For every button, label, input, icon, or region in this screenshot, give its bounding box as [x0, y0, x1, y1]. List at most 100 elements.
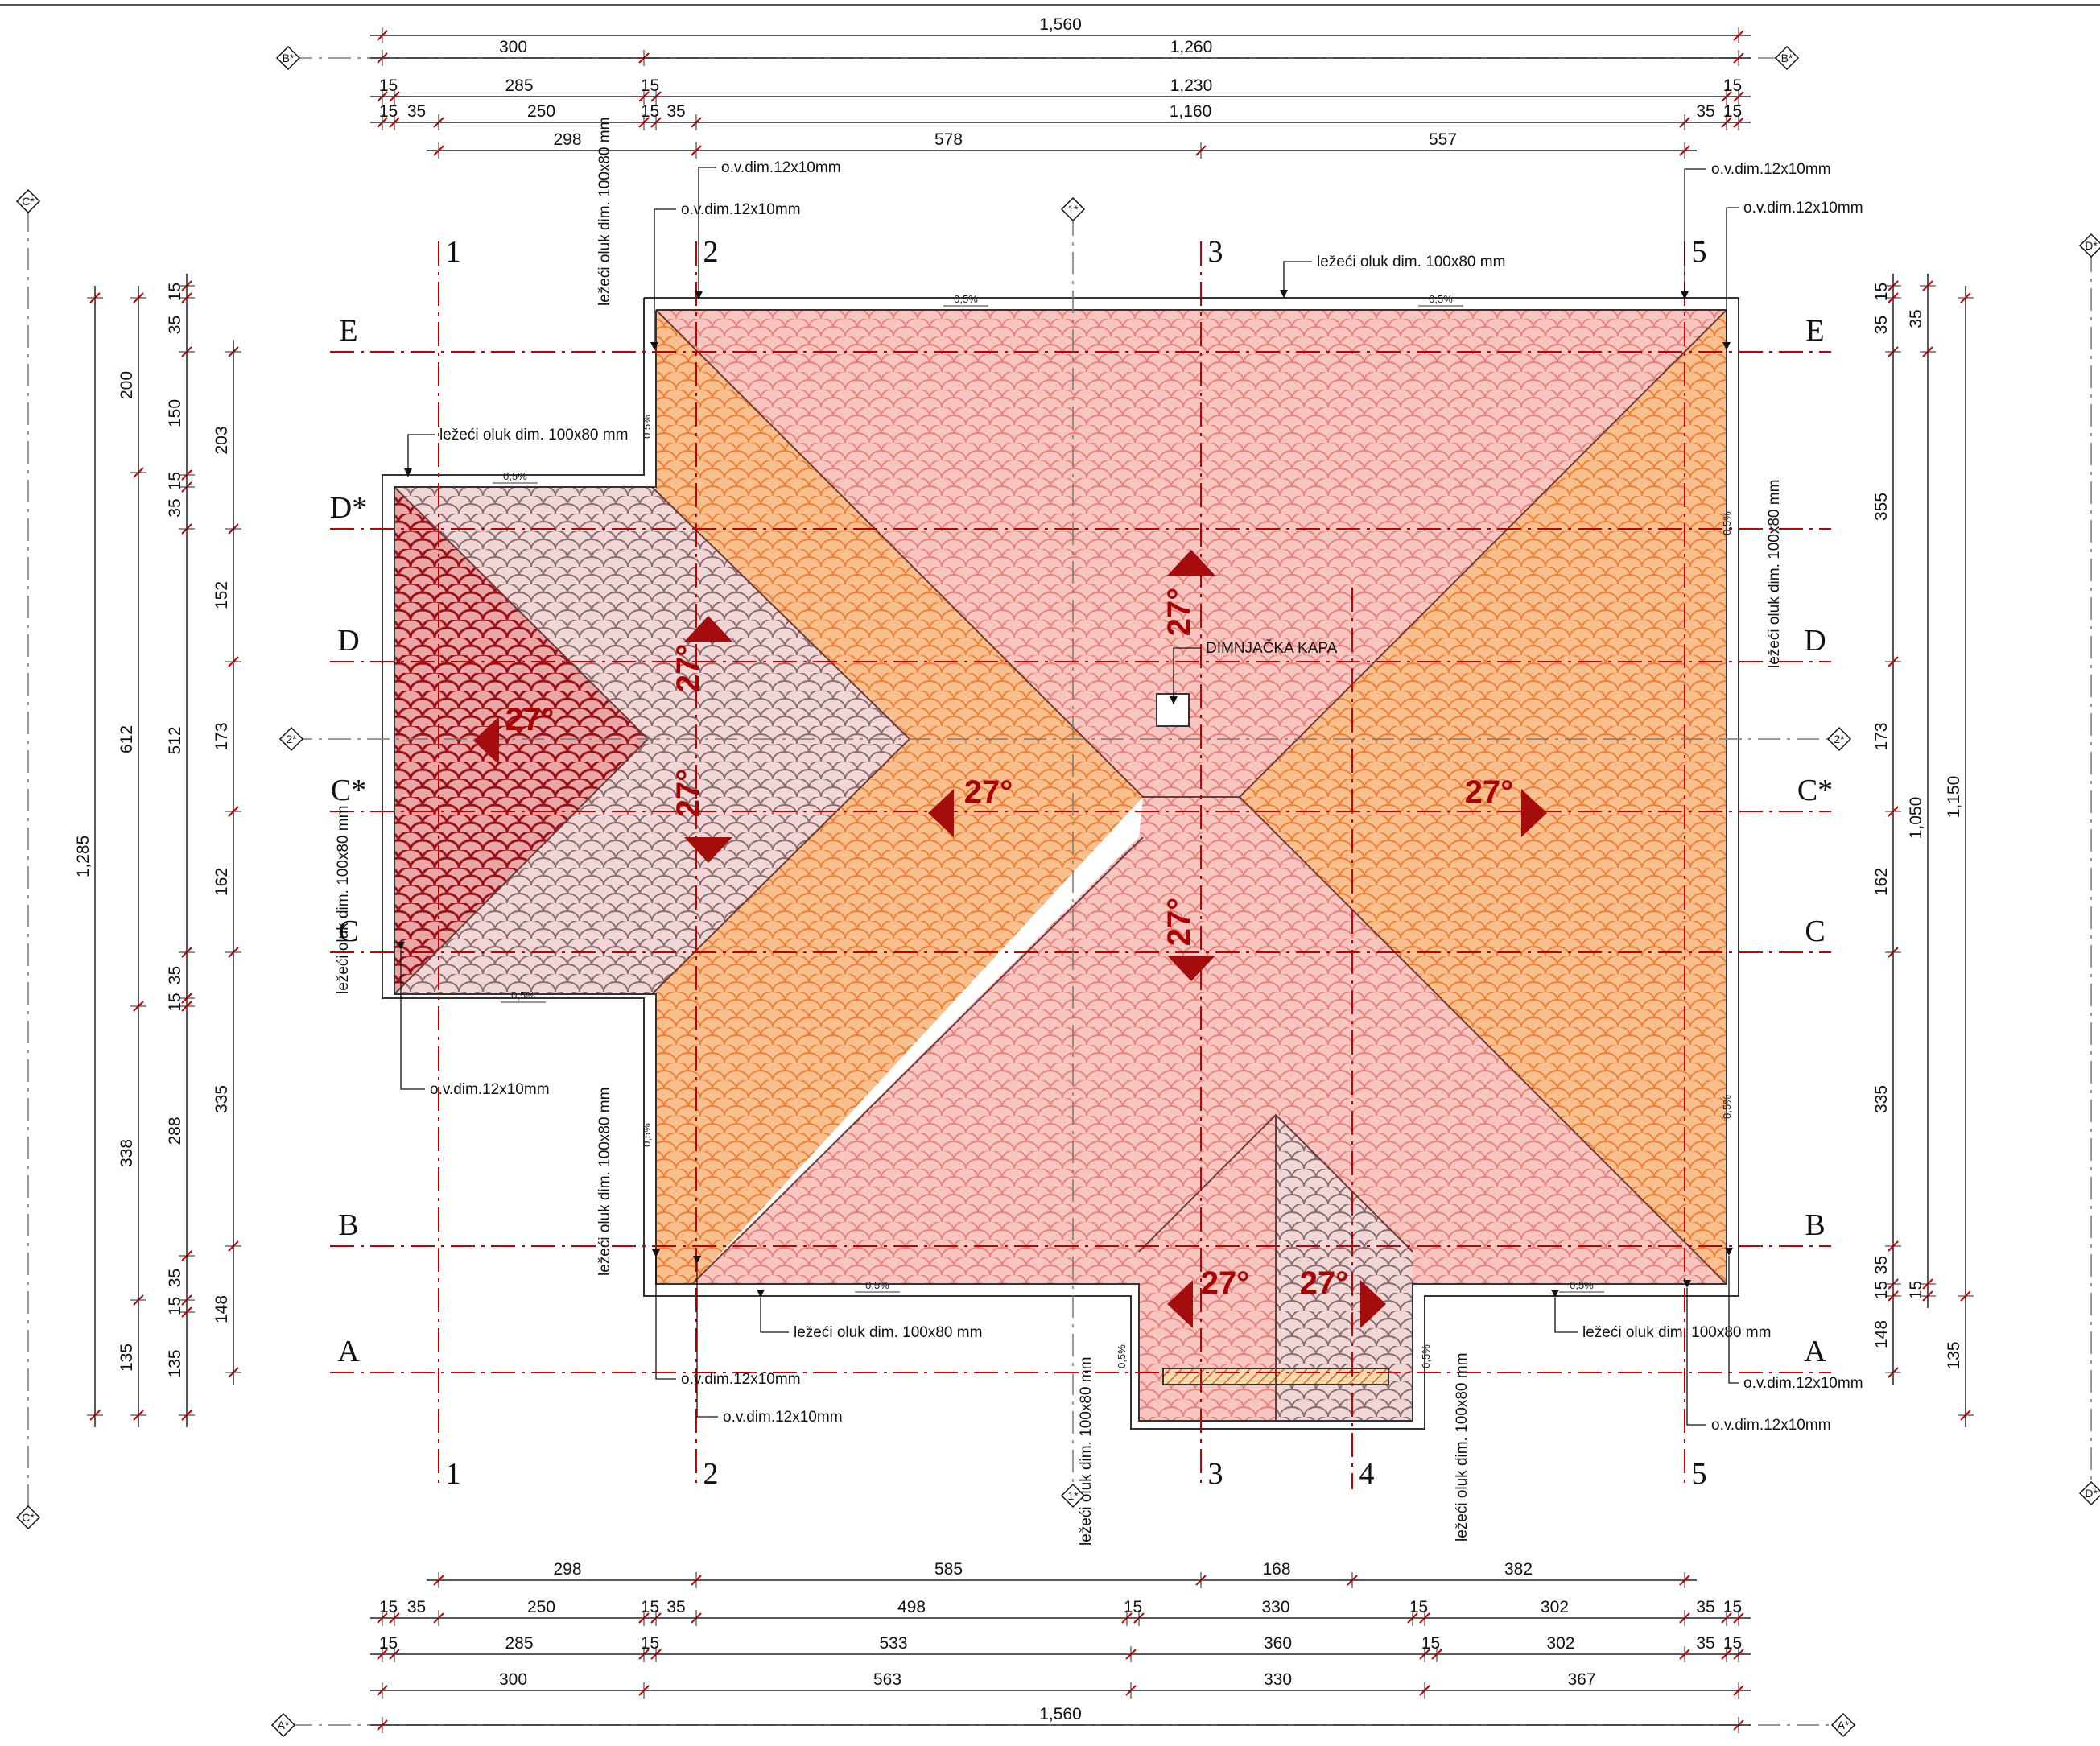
leader-note: o.v.dim.12x10mm [1722, 200, 1863, 350]
leader-line [400, 950, 425, 1090]
grid-row-label-right: C* [1797, 774, 1833, 807]
pitch-indicator: 27° [1161, 550, 1215, 636]
leader-line [696, 1264, 718, 1418]
slope-text: 0,5% [641, 1123, 653, 1147]
section-mark-label: D* [2085, 1487, 2098, 1500]
section-mark-diamond [1774, 45, 1800, 71]
pitch-arrowhead [1167, 550, 1215, 576]
leader-note: DIMNJAČKA KAPA [1170, 639, 1338, 704]
dim-value: 367 [1567, 1670, 1595, 1689]
dim-value: 35 [666, 1598, 685, 1616]
note-text: ležeći oluk dim. 100x80 mm [1582, 1324, 1771, 1341]
slope-text: 0,5% [503, 470, 527, 482]
dim-top-row-4: 15 35 250 15 35 1,160 35 15 [370, 102, 1751, 130]
section-mark-diamond [15, 1505, 41, 1530]
grid-row-label-left: C* [331, 774, 366, 807]
dim-value: 15 [1723, 1634, 1742, 1653]
leader-arrowhead [693, 1256, 701, 1264]
leader-note: ležeći oluk dim. 100x80 mm [404, 427, 628, 477]
leader-arrowhead [652, 1249, 660, 1257]
dim-value: 15 [1723, 76, 1742, 95]
dim-value: 360 [1264, 1634, 1292, 1653]
dim-value: 135 [1945, 1341, 1963, 1369]
section-mark-label: D* [2085, 239, 2098, 252]
dim-value: 148 [1872, 1320, 1891, 1348]
dim-top-row-5: 298 578 557 [427, 130, 1697, 159]
section-mark: D* [2078, 1480, 2100, 1506]
dim-value: 15 [1723, 1598, 1742, 1616]
leader-arrowhead [1722, 342, 1731, 350]
slope-indicator: 0,5% [1418, 293, 1463, 307]
leader-note: o.v.dim.12x10mm [650, 201, 801, 350]
pitch-indicator: 27° [1167, 1265, 1249, 1328]
pitch-arrowhead [684, 616, 732, 642]
dim-top-row-3: 15 285 15 1,230 15 [370, 76, 1751, 105]
section-mark-diamond [2078, 233, 2100, 258]
section-mark-diamond [2078, 1480, 2100, 1506]
grid-column-label-top: 1 [446, 235, 461, 269]
dim-right-col-1: 15 35 355 173 162 335 35 15 148 [1872, 274, 1901, 1385]
leader-arrowhead [650, 342, 658, 350]
section-mark: D* [2078, 233, 2100, 258]
dim-value: 15 [379, 76, 398, 95]
dim-value: 35 [1907, 309, 1925, 328]
dim-left-col-1: 1,285 [74, 286, 103, 1427]
dim-value: 330 [1261, 1598, 1289, 1616]
dim-value: 162 [1872, 868, 1891, 896]
slope-text: 0,5% [511, 989, 535, 1001]
dim-value: 498 [897, 1598, 926, 1616]
dim-value: 300 [499, 38, 527, 56]
dim-bottom-row-1: 298 585 168 382 [427, 1560, 1697, 1588]
slope-text: 0,5% [1420, 1344, 1432, 1368]
leader-note: ležeći oluk dim. 100x80 mm [1551, 1290, 1771, 1341]
dim-value: 152 [212, 581, 231, 609]
pitch-value: 27° [505, 702, 555, 737]
note-text: ležeći oluk dim. 100x80 mm [439, 427, 628, 444]
section-mark-label: A* [1838, 1719, 1850, 1732]
section-mark-diamond [1060, 196, 1086, 222]
dim-value: 35 [166, 316, 184, 334]
grid-column-label-top: 5 [1692, 235, 1707, 269]
roof-wing-west-hip [394, 487, 648, 994]
dim-value: 302 [1546, 1634, 1574, 1653]
pitch-value: 27° [1161, 588, 1197, 637]
leader-line [655, 1257, 676, 1380]
note-text: ležeći oluk dim. 100x80 mm [1317, 254, 1505, 270]
dim-value: 15 [166, 993, 184, 1011]
pitch-arrowhead [928, 789, 954, 837]
section-mark-diamond [1830, 1712, 1856, 1738]
pitch-value: 27° [1201, 1265, 1250, 1301]
pitch-value: 27° [1300, 1265, 1349, 1301]
dim-left-col-3: 15 35 150 15 35 512 35 15 288 35 15 135 [166, 274, 195, 1427]
dim-value: 15 [641, 102, 659, 121]
dim-value: 285 [505, 1634, 533, 1653]
chimney-cap [1156, 693, 1190, 727]
section-mark: 1* [1060, 196, 1086, 222]
dim-value: 382 [1504, 1560, 1533, 1579]
dim-right-col-3: 1,150 135 [1945, 286, 1974, 1427]
dim-value: 1,050 [1907, 797, 1925, 840]
roof-main-plane-east [1240, 310, 1727, 1284]
dim-value: 15 [1872, 1281, 1891, 1299]
grid-column-label-bottom: 2 [703, 1457, 719, 1491]
grid-column-label-bottom: 4 [1359, 1457, 1375, 1491]
grid-axes [330, 241, 1831, 1489]
grid-column-label-bottom: 5 [1692, 1457, 1707, 1491]
dim-value: 35 [407, 1598, 426, 1616]
pitch-arrowhead [1167, 956, 1215, 981]
grid-column-label-top: 3 [1208, 235, 1223, 269]
leader-line [654, 208, 676, 350]
slope-indicator: 0,5% [641, 1123, 653, 1147]
leader-arrowhead [1280, 290, 1288, 298]
leader-line [407, 434, 435, 477]
dim-value: 15 [1421, 1634, 1440, 1653]
slope-text: 0,5% [865, 1279, 889, 1291]
slope-text: 0,5% [954, 293, 978, 305]
note-text: DIMNJAČKA KAPA [1206, 639, 1338, 657]
grid-row-label-right: C [1805, 914, 1825, 948]
dim-value: 15 [1872, 283, 1891, 301]
dim-value: 288 [166, 1117, 184, 1145]
slope-text: 0,5% [1570, 1279, 1594, 1291]
